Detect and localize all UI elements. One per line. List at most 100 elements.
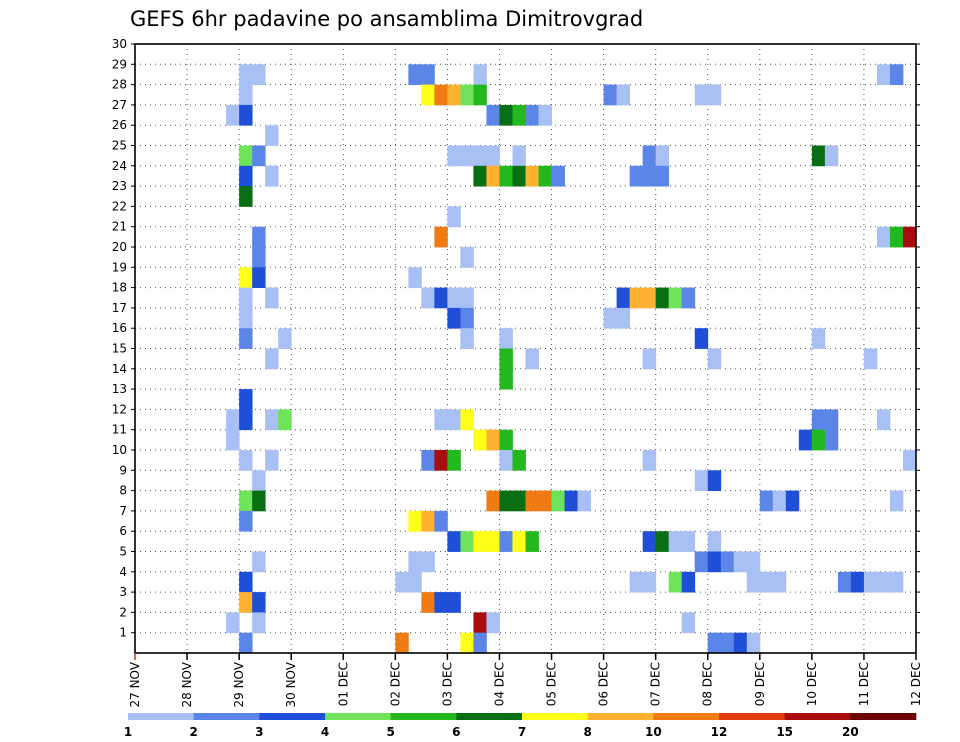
heatmap-cell	[226, 612, 240, 634]
y-tick-label: 18	[112, 281, 127, 295]
y-tick-label: 7	[119, 504, 127, 518]
heatmap-cell	[239, 592, 253, 613]
heatmap-cell	[265, 409, 279, 431]
heatmap-cell	[447, 592, 461, 613]
heatmap-cell	[824, 429, 839, 451]
heatmap-cell	[889, 226, 904, 248]
heatmap-cell	[239, 510, 253, 532]
colorbar-swatch	[850, 713, 917, 720]
y-tick-label: 3	[119, 585, 127, 599]
y-tick-label: 10	[112, 443, 127, 457]
heatmap-cell	[239, 145, 253, 167]
heatmap-cell	[720, 632, 735, 654]
heatmap-cell	[499, 531, 513, 552]
heatmap-cell	[434, 592, 448, 613]
heatmap-cell	[603, 307, 618, 329]
heatmap-cell	[733, 551, 748, 573]
heatmap-cell	[408, 267, 422, 288]
heatmap-cell	[447, 84, 461, 106]
heatmap-cell	[265, 348, 279, 370]
heatmap-cell	[525, 104, 539, 126]
colorbar-swatch	[390, 713, 457, 720]
heatmap-cell	[486, 490, 500, 512]
y-tick-label: 17	[112, 301, 127, 315]
y-tick-label: 27	[112, 98, 127, 112]
chart-title: GEFS 6hr padavine po ansamblima Dimitrov…	[130, 7, 643, 31]
colorbar-swatch	[456, 713, 523, 720]
heatmap-cell	[655, 287, 670, 309]
heatmap-cell	[746, 571, 761, 593]
heatmap-cell	[460, 328, 474, 349]
heatmap-cell	[473, 632, 487, 654]
heatmap-cell	[434, 510, 448, 532]
heatmap-cell	[395, 632, 409, 654]
heatmap-cell	[421, 551, 435, 573]
heatmap-cell	[616, 287, 631, 309]
heatmap-cell	[538, 104, 552, 126]
heatmap-cell	[655, 145, 670, 167]
heatmap-cell	[239, 450, 253, 471]
colorbar-swatch	[719, 713, 785, 720]
heatmap-cell	[486, 104, 500, 126]
heatmap-cell	[681, 612, 696, 634]
heatmap-cell	[694, 470, 709, 491]
heatmap-cell	[642, 165, 657, 187]
colorbar-label: 2	[189, 725, 197, 739]
heatmap-cells	[226, 44, 917, 654]
heatmap-cell	[421, 450, 435, 471]
heatmap-cell	[642, 531, 657, 552]
colorbar-label: 10	[645, 725, 662, 739]
heatmap-cell	[733, 632, 748, 654]
heatmap-cell	[447, 450, 461, 471]
heatmap-cell	[460, 632, 474, 654]
heatmap-cell	[239, 632, 253, 654]
y-tick-label: 6	[119, 524, 127, 538]
heatmap-cell	[278, 409, 292, 431]
x-tick-label: 28 NOV	[180, 661, 194, 707]
heatmap-cell	[577, 490, 591, 512]
heatmap-cell	[525, 531, 539, 552]
heatmap-cell	[642, 450, 657, 471]
heatmap-cell	[252, 247, 266, 268]
heatmap-cell	[473, 145, 487, 167]
heatmap-cell	[837, 571, 852, 593]
heatmap-cell	[499, 450, 513, 471]
heatmap-cell	[473, 531, 487, 552]
heatmap-cell	[785, 490, 800, 512]
heatmap-cell	[655, 165, 670, 187]
x-tick-label: 12 DEC	[909, 662, 923, 706]
heatmap-cell	[876, 226, 891, 248]
heatmap-cell	[447, 206, 461, 228]
heatmap-cell	[239, 307, 253, 329]
heatmap-cell	[642, 287, 657, 309]
heatmap-cell	[239, 84, 253, 106]
heatmap-cell	[421, 64, 435, 85]
colorbar-label: 4	[321, 725, 329, 739]
heatmap-cell	[642, 145, 657, 167]
heatmap-cell	[499, 429, 513, 451]
heatmap-cell	[811, 328, 826, 349]
heatmap-cell	[772, 571, 787, 593]
heatmap-cell	[265, 125, 279, 146]
heatmap-cell	[239, 64, 253, 85]
y-tick-label: 22	[112, 199, 127, 213]
heatmap-cell	[265, 450, 279, 471]
heatmap-cell	[239, 571, 253, 593]
x-tick-label: 09 DEC	[753, 662, 767, 706]
colorbar-label: 7	[518, 725, 526, 739]
x-tick-label: 27 NOV	[128, 661, 142, 707]
y-tick-label: 23	[112, 179, 127, 193]
x-tick-label: 11 DEC	[857, 662, 871, 706]
y-tick-label: 11	[112, 423, 127, 437]
heatmap-cell	[395, 571, 409, 593]
heatmap-cell	[252, 226, 266, 248]
heatmap-cell	[460, 409, 474, 431]
heatmap-cell	[863, 348, 878, 370]
y-tick-label: 20	[112, 240, 127, 254]
heatmap-cell	[252, 145, 266, 167]
heatmap-cell	[746, 632, 761, 654]
y-tick-label: 28	[112, 78, 127, 92]
heatmap-cell	[278, 328, 292, 349]
heatmap-cell	[460, 84, 474, 106]
heatmap-cell	[499, 104, 513, 126]
